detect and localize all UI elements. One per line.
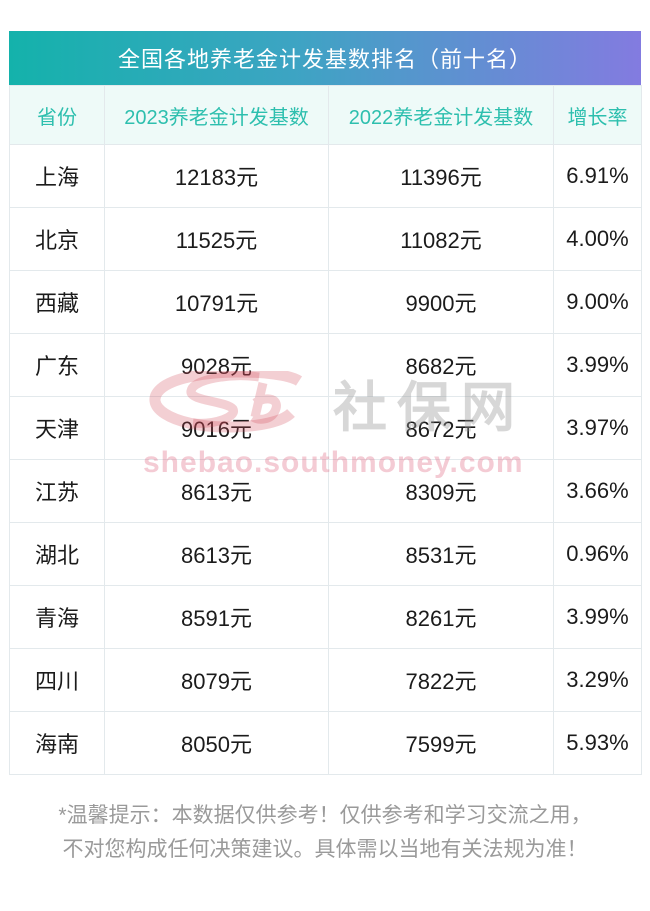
value-cell: 3.99% (553, 585, 642, 649)
value-cell: 0.96% (553, 522, 642, 586)
province-cell: 北京 (9, 207, 105, 271)
value-cell: 8672元 (328, 396, 554, 460)
province-cell: 天津 (9, 396, 105, 460)
province-cell: 江苏 (9, 459, 105, 523)
value-cell: 3.99% (553, 333, 642, 397)
province-cell: 西藏 (9, 270, 105, 334)
value-cell: 8531元 (328, 522, 554, 586)
value-cell: 7599元 (328, 711, 554, 775)
province-cell: 海南 (9, 711, 105, 775)
value-cell: 9.00% (553, 270, 642, 334)
footer-disclaimer-line2: 不对您构成任何决策建议。具体需以当地有关法规为准！ (62, 838, 588, 861)
value-cell: 5.93% (553, 711, 642, 775)
value-cell: 8613元 (104, 522, 329, 586)
table-title-bar: 全国各地养老金计发基数排名（前十名） (9, 31, 641, 85)
value-cell: 6.91% (553, 144, 642, 208)
column-header-2: 2022养老金计发基数 (328, 85, 554, 145)
column-header-1: 2023养老金计发基数 (104, 85, 329, 145)
table-header-row: 省份 2023养老金计发基数 2022养老金计发基数 增长率 (9, 85, 642, 145)
column-header-3: 增长率 (553, 85, 642, 145)
table-row: 西藏 10791元 9900元 9.00% (9, 270, 642, 334)
value-cell: 4.00% (553, 207, 642, 271)
table-row: 北京 11525元 11082元 4.00% (9, 207, 642, 271)
value-cell: 7822元 (328, 648, 554, 712)
value-cell: 11396元 (328, 144, 554, 208)
table-row: 广东 9028元 8682元 3.99% (9, 333, 642, 397)
value-cell: 12183元 (104, 144, 329, 208)
value-cell: 3.97% (553, 396, 642, 460)
value-cell: 8613元 (104, 459, 329, 523)
value-cell: 8682元 (328, 333, 554, 397)
province-cell: 四川 (9, 648, 105, 712)
province-cell: 青海 (9, 585, 105, 649)
table-row: 上海 12183元 11396元 6.91% (9, 144, 642, 208)
footer-disclaimer: *温馨提示：本数据仅供参考！仅供参考和学习交流之用， 不对您构成任何决策建议。具… (9, 799, 641, 867)
province-cell: 广东 (9, 333, 105, 397)
table-row: 海南 8050元 7599元 5.93% (9, 711, 642, 775)
value-cell: 8079元 (104, 648, 329, 712)
column-header-0: 省份 (9, 85, 105, 145)
pension-table: 省份 2023养老金计发基数 2022养老金计发基数 增长率 上海 12183元 1139… (9, 85, 642, 775)
table-title: 全国各地养老金计发基数排名（前十名） (117, 47, 532, 72)
value-cell: 10791元 (104, 270, 329, 334)
value-cell: 9016元 (104, 396, 329, 460)
footer-disclaimer-line1: *温馨提示：本数据仅供参考！仅供参考和学习交流之用， (58, 804, 592, 827)
value-cell: 11082元 (328, 207, 554, 271)
value-cell: 3.29% (553, 648, 642, 712)
value-cell: 3.66% (553, 459, 642, 523)
value-cell: 11525元 (104, 207, 329, 271)
table-row: 天津 9016元 8672元 3.97% (9, 396, 642, 460)
table-row: 湖北 8613元 8531元 0.96% (9, 522, 642, 586)
table-body: 上海 12183元 11396元 6.91% 北京 11525元 11082元 4.00% 西藏… (9, 144, 642, 775)
province-cell: 湖北 (9, 522, 105, 586)
value-cell: 8050元 (104, 711, 329, 775)
value-cell: 9028元 (104, 333, 329, 397)
table-row: 青海 8591元 8261元 3.99% (9, 585, 642, 649)
province-cell: 上海 (9, 144, 105, 208)
value-cell: 8261元 (328, 585, 554, 649)
value-cell: 9900元 (328, 270, 554, 334)
table-row: 江苏 8613元 8309元 3.66% (9, 459, 642, 523)
value-cell: 8309元 (328, 459, 554, 523)
value-cell: 8591元 (104, 585, 329, 649)
table-row: 四川 8079元 7822元 3.29% (9, 648, 642, 712)
pension-ranking-sheet: 全国各地养老金计发基数排名（前十名） 省份 2023养老金计发基数 2022养老金计… (9, 31, 642, 867)
